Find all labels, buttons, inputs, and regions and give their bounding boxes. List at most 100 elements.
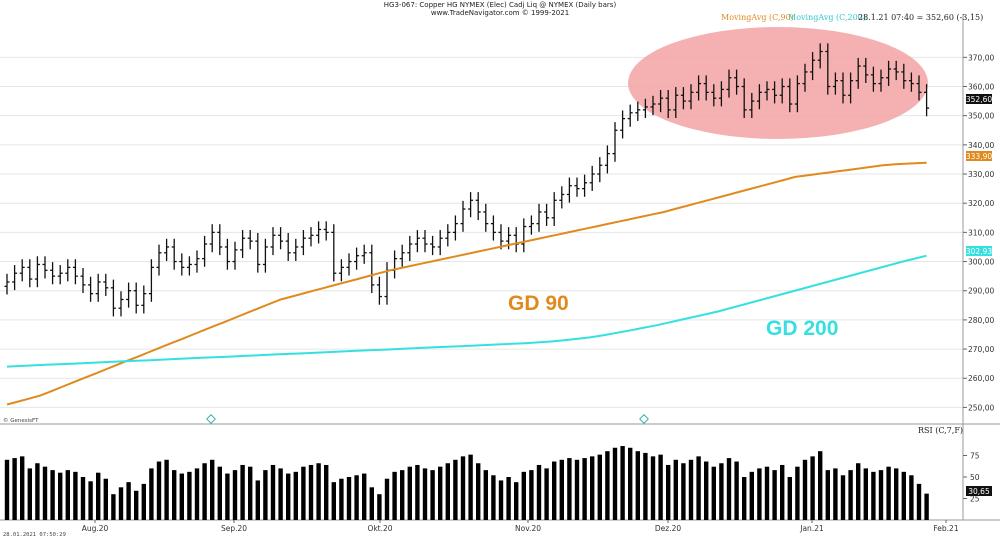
rsi-bar <box>50 470 55 520</box>
rsi-bar <box>248 466 253 520</box>
rsi-bar <box>673 459 678 520</box>
ohlc-bar <box>650 95 656 116</box>
rsi-bar <box>620 446 625 520</box>
rsi-bar <box>255 480 260 520</box>
ohlc-bar <box>255 232 261 273</box>
ohlc-bar <box>126 282 132 308</box>
rsi-bar <box>567 458 572 520</box>
rsi-bar <box>696 456 701 520</box>
rsi-bar <box>483 470 488 520</box>
rsi-bar <box>407 466 412 520</box>
ohlc-bar <box>95 273 101 302</box>
rsi-bar <box>688 459 694 520</box>
ohlc-bar <box>164 238 170 261</box>
rsi-bar <box>825 470 830 520</box>
rsi-bar <box>392 471 397 520</box>
rsi-tick-label: 75 <box>970 452 980 461</box>
ohlc-bars <box>4 43 930 317</box>
ohlc-bar <box>521 218 527 253</box>
price-axis: 250,00 260,00 270,00 280,00 290,00 300,00 310,… <box>963 53 994 412</box>
ohlc-bar <box>673 87 679 119</box>
rsi-bar <box>12 458 17 520</box>
ohlc-bar <box>42 256 48 279</box>
rsi-tick-label: 50 <box>970 473 980 482</box>
ohlc-bar <box>574 177 580 197</box>
rsi-bar <box>780 464 785 520</box>
rsi-bar <box>96 472 101 520</box>
ohlc-bar <box>620 110 626 139</box>
ohlc-bar <box>369 244 375 294</box>
ohlc-bar <box>612 122 618 162</box>
y-tick-label: 290,00 <box>968 287 994 296</box>
ohlc-bar <box>338 259 344 282</box>
ohlc-bar <box>566 177 572 203</box>
ohlc-bar <box>536 203 542 232</box>
y-tick-label: 250,00 <box>968 403 994 412</box>
rsi-bar <box>521 471 526 520</box>
ohlc-bar <box>110 279 116 317</box>
ohlc-bar <box>399 244 405 267</box>
y-tick-label: 280,00 <box>968 316 994 325</box>
rsi-bar <box>27 468 32 520</box>
rsi-bar <box>757 468 762 520</box>
ohlc-bar <box>133 282 139 314</box>
chart-source: www.TradeNavigator.com © 1999-2021 <box>430 9 570 17</box>
rsi-bar <box>476 463 481 520</box>
ohlc-bar <box>57 265 63 285</box>
ohlc-bar <box>407 235 413 261</box>
rsi-bar <box>65 470 70 520</box>
y-tick-label: 360,00 <box>968 83 994 92</box>
rsi-bar <box>916 483 922 520</box>
rsi-bar <box>445 463 450 520</box>
rsi-bar <box>597 454 602 520</box>
ohlc-bar <box>361 244 367 264</box>
x-tick-label: Aug.20 <box>82 524 109 533</box>
ohlc-bar <box>300 230 306 256</box>
ohlc-bar <box>247 230 253 250</box>
rsi-bar <box>126 482 131 520</box>
rsi-bar <box>552 461 557 520</box>
ohlc-bar <box>50 262 56 285</box>
rsi-bar <box>293 471 298 520</box>
ohlc-bar <box>490 215 496 241</box>
rsi-bar <box>103 478 108 520</box>
rsi-bar <box>810 456 815 520</box>
ohlc-bar <box>323 221 329 241</box>
rsi-bar <box>278 468 283 520</box>
rsi-bar <box>339 478 344 520</box>
ohlc-bar <box>513 227 519 253</box>
ohlc-bar <box>848 72 854 104</box>
ohlc-bar <box>171 238 177 270</box>
ohlc-bar <box>582 174 588 197</box>
ohlc-bar <box>908 72 914 92</box>
rsi-bar <box>764 466 770 520</box>
y-tick-label: 320,00 <box>968 199 994 208</box>
rsi-bar <box>73 471 78 520</box>
ma200-line <box>6 254 927 368</box>
ohlc-bar <box>901 63 907 89</box>
ohlc-bar <box>202 235 208 267</box>
ohlc-bar <box>810 52 816 81</box>
ohlc-bar <box>12 265 18 291</box>
x-tick-label: Sep.20 <box>221 524 247 533</box>
ohlc-bar <box>293 238 299 261</box>
rsi-bar <box>658 454 663 520</box>
ohlc-bar <box>285 232 291 261</box>
ohlc-bar <box>734 69 740 95</box>
ohlc-bar <box>468 192 474 218</box>
ohlc-bar <box>551 192 557 226</box>
rsi-bar <box>742 477 747 520</box>
rsi-bar <box>210 459 215 520</box>
rsi-bar <box>726 458 732 520</box>
ohlc-bar <box>460 200 466 232</box>
rsi-bar <box>590 456 595 520</box>
ohlc-bar <box>430 235 436 256</box>
x-tick-label: Feb.21 <box>933 524 958 533</box>
ohlc-bar <box>72 259 78 285</box>
rsi-bar <box>172 470 177 520</box>
rsi-bar <box>514 482 519 520</box>
rsi-tick-label: 25 <box>970 495 980 504</box>
x-tick-label: Dez.20 <box>655 524 681 533</box>
highlight-ellipse <box>628 27 928 139</box>
rsi-bar <box>20 456 25 520</box>
